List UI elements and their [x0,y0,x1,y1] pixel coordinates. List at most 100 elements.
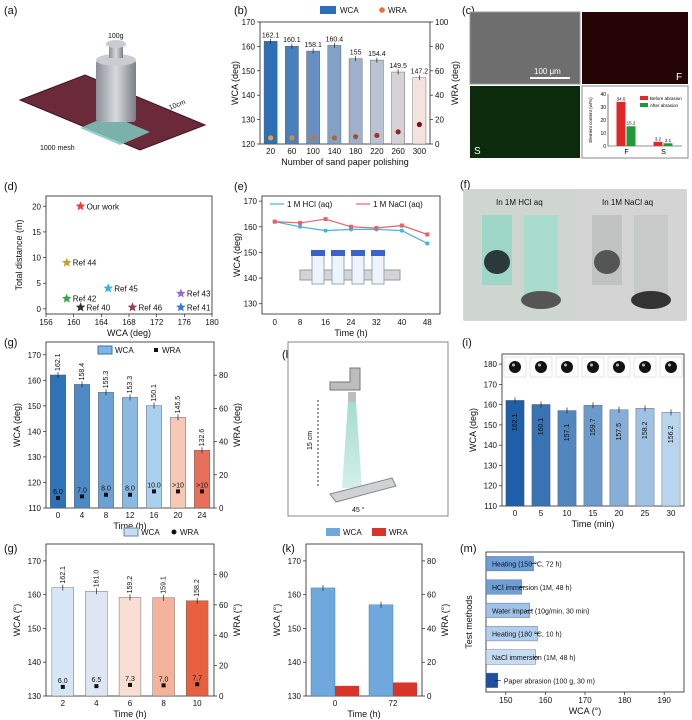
x-tick-label: 20 [174,511,183,520]
y-tick-label: 20 [427,658,436,667]
y-tick-label: 150 [28,402,42,411]
data-label: 145.5 [175,396,182,414]
bar-wca [310,587,336,697]
bar-before [616,101,626,146]
data-label: 158.2 [194,579,201,597]
tube-cap [311,250,325,256]
panel-h: (h) 15 cm 45 ° [282,341,449,517]
x-tick-label: 24 [347,318,356,327]
x-tick-label: 5 [539,509,544,518]
panel-label: (f) [460,179,470,191]
weight-block [96,60,136,122]
inset-chart: 0 10 20 30 40 Element content (wt%) 34.0 15.2 F 3… [588,92,682,156]
y-tick-label: 110 [484,502,497,511]
x-axis-label: Time (h) [334,328,367,338]
y-tick-label: 160 [244,223,258,232]
chart-g2: (g) 130 140 150 160 170 WCA (°) 0 20 40 60 80 WRA (°… [4,527,242,719]
category-label: Heating (150 °C, 72 h) [492,561,562,569]
point-wra [200,489,204,494]
chart-k: (k) 130 140 150 160 170 0 20 40 60 80 WCA (°) WRA (°… [272,528,450,719]
y-tick-label: 60 [427,591,436,600]
test-tube [331,253,345,285]
y-axis-label: WRA (deg) [450,61,460,105]
point-star [103,283,113,293]
droplet [613,361,625,373]
wra-label: 7.0 [159,676,169,683]
y-tick-label: 130 [288,692,302,701]
droplet [639,361,651,373]
x-tick-label: 10 [563,509,572,518]
y-tick-label: 140 [288,658,302,667]
droplet-highlight [616,363,619,367]
bar-wca [50,374,67,509]
point-star [75,302,86,312]
data-point [374,226,379,231]
category-label: HCl immersion (1M, 48 h) [492,585,572,592]
y-tick-label: 170 [288,557,302,566]
point-wra [310,135,316,141]
wra-label: 6.0 [58,678,68,685]
legend-label: Before abrasion [650,96,682,101]
data-label: 147.2 [411,69,429,76]
category-label: Heating (180 °C, 10 h) [492,631,562,639]
x-tick-label: 2 [61,699,66,708]
data-label: 156.2 [668,426,675,444]
x-axis-label: Time (min) [572,519,615,529]
bar-wca [327,45,342,145]
x-tick-label: 100 [306,147,320,156]
category-label: NaCl immersion (1M, 48 h) [492,655,576,662]
panel-f: (f) In 1M HCl aq In 1M NaCl aq [460,179,687,321]
wra-label: 10.0 [147,482,161,489]
y-tick-label: 60 [219,601,228,610]
point-label: Ref 45 [114,284,138,293]
x-tick-label: 30 [667,509,676,518]
y-axis-label: WCA (deg) [232,233,242,277]
x-tick-label: 20 [266,147,275,156]
x-tick-label: 164 [95,318,109,327]
x-tick-label: 60 [287,147,296,156]
point-wra [56,496,60,501]
point-star [176,302,186,312]
wra-label: >10 [172,482,184,489]
legend-label-wra: WRA [162,346,181,355]
tilted-sample [329,477,397,503]
y-tick-label: 180 [484,360,498,369]
faucet-spout [348,392,356,402]
x-tick-label: 10 [193,699,202,708]
point-wra [374,132,380,139]
y-tick-label: 140 [242,91,256,100]
wra-label: 7.7 [192,675,202,682]
bar-wca [193,450,210,509]
legend-swatch-wra [379,7,385,13]
y-tick-label: 170 [244,197,258,206]
test-tube [311,253,325,285]
x-tick-label: 4 [80,511,85,520]
data-label: 158.4 [79,363,86,381]
data-label: 155.3 [103,371,110,389]
test-tube [371,253,385,285]
wra-label: 7.0 [77,487,87,494]
wra-label: 6.0 [53,489,63,496]
droplet-highlight [668,363,671,367]
y-tick-label: 160 [484,401,498,410]
category-label: Water impact (10g/min, 30 min) [492,608,589,615]
x-axis-label: Number of sand paper polishing [281,157,409,167]
bar-after [626,126,636,146]
y-axis-label: Element content (wt%) [588,97,593,143]
legend-label: 1 M HCl (aq) [287,200,333,209]
y-tick-label: 0 [603,144,606,150]
faucet [329,367,361,391]
x-tick-label: 32 [372,318,381,327]
y-tick-label: 40 [435,91,444,100]
y-axis-label: WRA (°) [440,604,450,637]
x-tick-label: 156 [39,318,53,327]
legend-swatch-wca [123,527,139,537]
point-wra [289,135,295,141]
y-axis-label: WCA (deg) [12,403,22,447]
legend-swatch-wca [97,345,113,355]
y-tick-label: 130 [244,300,258,309]
wra-label: 8.0 [125,486,135,493]
y-axis-label: WCA (°) [272,604,282,637]
x-tick-label: 160 [67,318,81,327]
x-tick-label: 40 [397,318,406,327]
